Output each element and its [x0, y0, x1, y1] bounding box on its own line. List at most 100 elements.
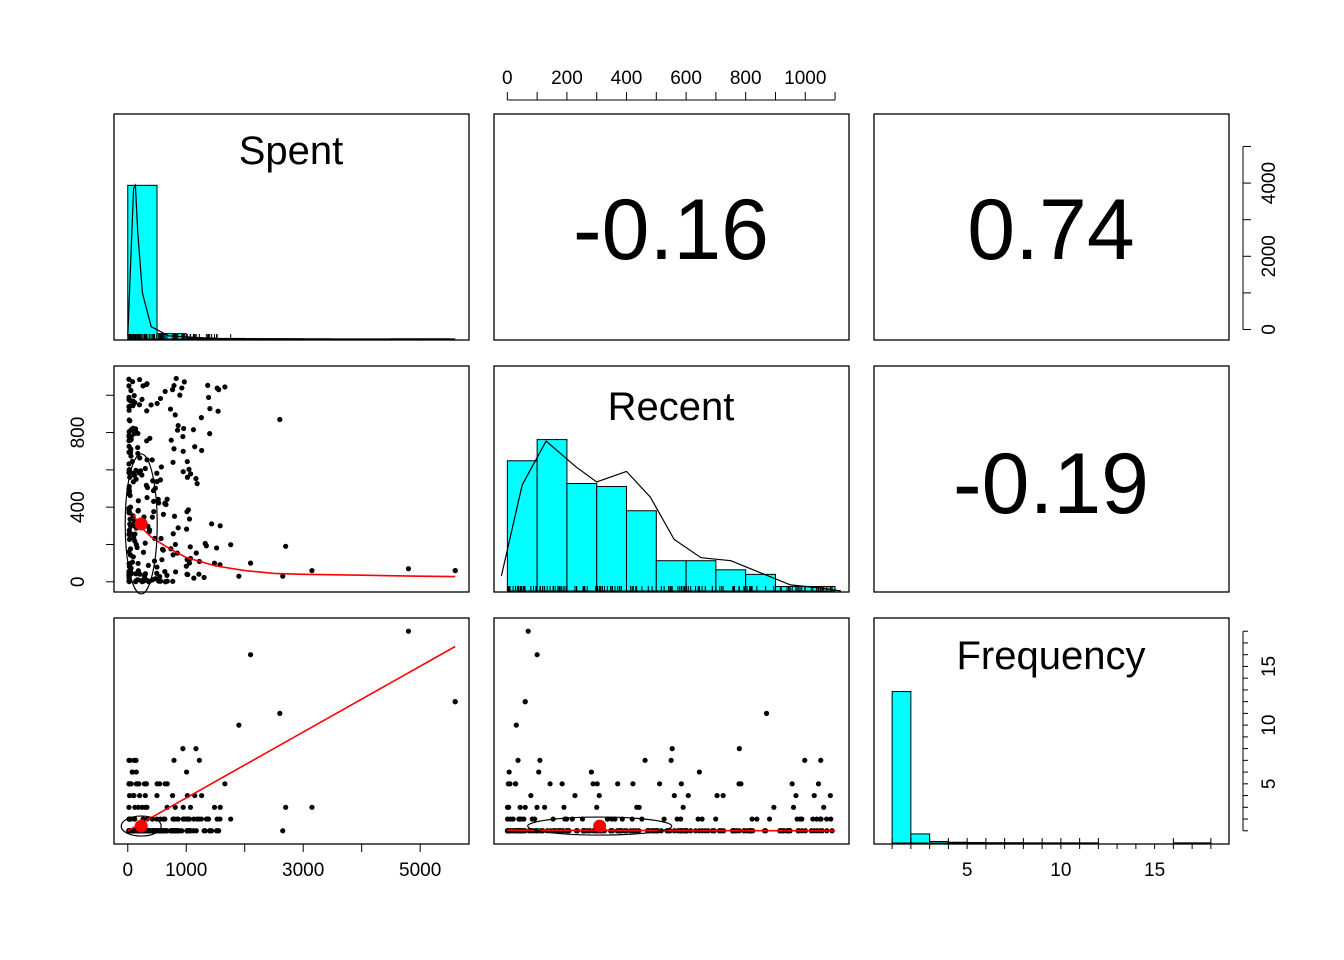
point-recent-vs-spent — [171, 382, 177, 389]
point-frequency-vs-recent — [594, 804, 600, 810]
point-recent-vs-spent — [177, 392, 183, 398]
point-frequency-vs-spent — [133, 757, 139, 763]
hist-bar-spent — [127, 184, 158, 340]
point-frequency-vs-spent — [126, 792, 133, 799]
point-recent-vs-spent — [193, 550, 199, 556]
point-frequency-vs-recent — [521, 816, 527, 822]
point-frequency-vs-recent — [720, 792, 726, 799]
fit-lines-layer — [120, 453, 836, 837]
point-frequency-vs-recent — [815, 781, 822, 787]
point-recent-vs-spent — [205, 382, 211, 388]
point-frequency-vs-recent — [504, 804, 511, 810]
panel-frame-r1-c1 — [113, 113, 470, 341]
point-recent-vs-spent — [160, 511, 167, 517]
point-frequency-vs-spent — [207, 828, 213, 834]
point-frequency-vs-recent — [699, 816, 705, 822]
point-recent-vs-spent — [149, 457, 155, 463]
tick-label-frequency-bottom: 15 — [1144, 860, 1165, 881]
point-recent-vs-spent — [207, 431, 213, 437]
point-recent-vs-spent — [175, 422, 181, 429]
point-recent-vs-spent — [162, 579, 169, 585]
hist-bar-recent — [655, 560, 687, 592]
density-curve-recent — [500, 440, 842, 592]
point-frequency-vs-recent — [534, 804, 540, 810]
point-recent-vs-spent — [152, 576, 159, 582]
point-recent-vs-spent — [127, 546, 134, 552]
point-recent-vs-spent — [126, 527, 132, 533]
point-frequency-vs-recent — [505, 781, 511, 787]
point-frequency-vs-recent — [588, 769, 595, 775]
point-recent-vs-spent — [173, 569, 179, 575]
point-recent-vs-spent — [132, 538, 138, 544]
hist-bar-frequency — [910, 833, 931, 844]
point-recent-vs-spent — [127, 516, 133, 522]
point-frequency-vs-recent — [669, 746, 675, 752]
tick-label-frequency-right: 5 — [1259, 779, 1280, 790]
panel-frame-r2-c3 — [873, 365, 1230, 593]
tick-label-recent-top: 0 — [502, 68, 513, 89]
point-frequency-vs-spent — [211, 804, 218, 810]
point-frequency-vs-spent — [205, 816, 211, 822]
tick-label-frequency-bottom: 5 — [962, 860, 973, 881]
point-frequency-vs-recent — [828, 816, 834, 822]
corr-value-recent-frequency: -0.19 — [953, 436, 1149, 532]
point-recent-vs-spent — [154, 564, 160, 570]
point-recent-vs-spent — [148, 402, 154, 408]
tick-label-frequency-right: 10 — [1259, 715, 1280, 736]
hist-bar-recent — [715, 569, 747, 592]
point-recent-vs-spent — [157, 395, 164, 402]
point-recent-vs-spent — [127, 418, 133, 424]
point-frequency-vs-recent — [517, 804, 523, 810]
point-recent-vs-spent — [283, 543, 289, 549]
point-frequency-vs-spent — [171, 757, 177, 763]
point-recent-vs-spent — [144, 408, 150, 414]
point-frequency-vs-recent — [678, 781, 684, 787]
point-frequency-vs-spent — [186, 828, 192, 834]
point-recent-vs-spent — [128, 387, 134, 394]
point-frequency-vs-spent — [187, 804, 194, 810]
point-recent-vs-spent — [194, 481, 200, 487]
point-recent-vs-spent — [169, 387, 176, 393]
point-recent-vs-spent — [151, 508, 157, 515]
point-frequency-vs-recent — [685, 792, 691, 799]
correlation-ellipse-recent-vs-spent — [124, 453, 158, 595]
point-recent-vs-spent — [137, 455, 143, 461]
point-frequency-vs-recent — [818, 757, 824, 763]
point-frequency-vs-recent — [532, 816, 538, 822]
hist-bar-recent — [626, 510, 657, 592]
point-recent-vs-spent — [137, 376, 143, 383]
point-frequency-vs-spent — [177, 828, 183, 834]
point-recent-vs-spent — [280, 573, 286, 579]
point-recent-vs-spent — [170, 578, 176, 584]
point-recent-vs-spent — [126, 383, 132, 389]
point-recent-vs-spent — [170, 531, 176, 537]
point-recent-vs-spent — [128, 453, 134, 459]
point-frequency-vs-spent — [452, 699, 458, 705]
point-frequency-vs-spent — [135, 804, 141, 810]
point-frequency-vs-recent — [802, 757, 808, 763]
point-frequency-vs-recent — [630, 781, 636, 787]
point-frequency-vs-recent — [661, 816, 667, 822]
tick-label-recent-left: 0 — [68, 576, 89, 587]
point-recent-vs-spent — [140, 549, 147, 555]
point-frequency-vs-recent — [714, 792, 720, 799]
point-frequency-vs-spent — [236, 722, 242, 728]
hist-bar-frequency — [947, 841, 968, 844]
hist-bar-recent — [506, 460, 538, 592]
point-frequency-vs-spent — [154, 781, 160, 787]
tick-label-recent-left: 800 — [68, 417, 89, 449]
panel-frame-r2-c1 — [113, 365, 470, 593]
point-recent-vs-spent — [131, 392, 137, 399]
point-recent-vs-spent — [405, 566, 412, 572]
point-recent-vs-spent — [159, 557, 165, 563]
fit-line-frequency-vs-recent-loess — [507, 829, 836, 832]
point-frequency-vs-spent — [169, 792, 176, 799]
point-frequency-vs-spent — [157, 816, 164, 822]
point-frequency-vs-recent — [736, 746, 742, 752]
diag-title-frequency: Frequency — [957, 634, 1146, 678]
point-frequency-vs-recent — [596, 792, 602, 799]
panel-frames — [113, 113, 1230, 845]
density-curve-spent — [127, 183, 456, 340]
point-recent-vs-spent — [228, 542, 234, 548]
point-recent-vs-spent — [126, 432, 132, 439]
